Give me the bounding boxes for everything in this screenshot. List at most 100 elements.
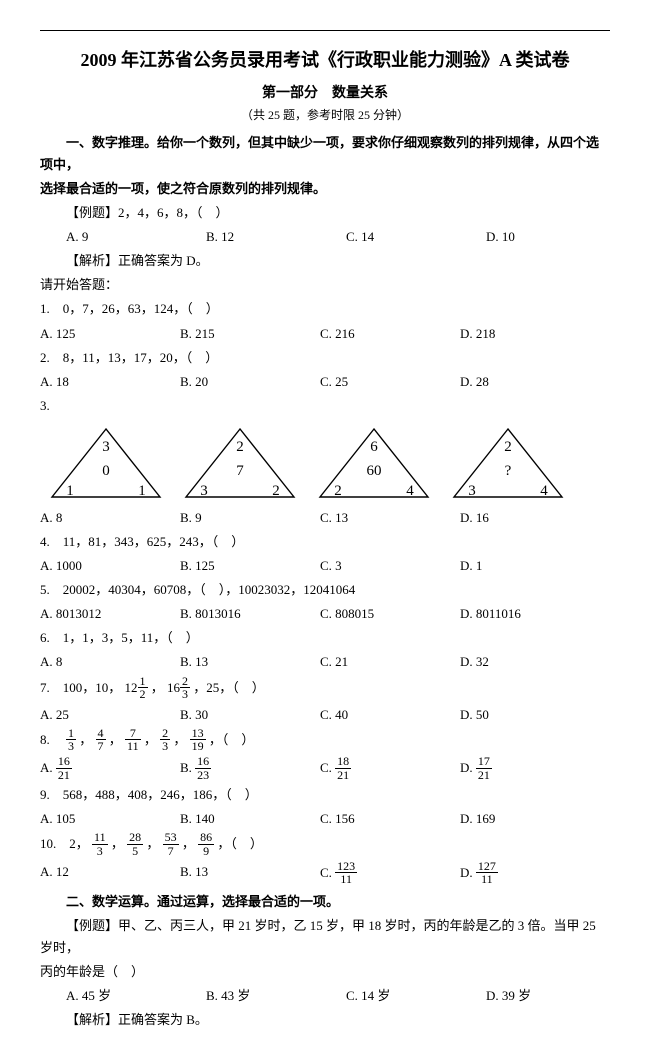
choice-c: C. 156 (320, 808, 460, 830)
choice-d: D. 39 岁 (486, 985, 626, 1007)
q10-f1: 113 (92, 831, 108, 857)
svg-text:4: 4 (406, 483, 414, 499)
example-1-choices: A. 9 B. 12 C. 14 D. 10 (40, 226, 610, 248)
choice-a: A. 18 (40, 371, 180, 393)
choice-c: C. 12311 (320, 861, 460, 887)
triangle-1: 3011 (46, 423, 166, 503)
sep: ， (173, 732, 186, 747)
den: 7 (96, 740, 106, 753)
choice-b: B. 12 (206, 226, 346, 248)
section-head: 第一部分 数量关系 (40, 82, 610, 106)
example-2-line2: 丙的年龄是（ ） (40, 961, 610, 983)
num: 28 (127, 831, 143, 845)
sep: ， (151, 680, 164, 695)
choice-a: A. 45 岁 (66, 985, 206, 1007)
svg-text:3: 3 (102, 439, 110, 455)
num: 4 (96, 727, 106, 741)
choice-c: C. 13 (320, 507, 460, 529)
choice-c: C. 21 (320, 651, 460, 673)
num: 16 (56, 755, 72, 769)
choice-b: B. 20 (180, 371, 320, 393)
den: 3 (92, 845, 108, 858)
label: C. (320, 865, 332, 880)
choice-a: A. 125 (40, 323, 180, 345)
svg-text:2: 2 (236, 439, 244, 455)
choice-a: A. 1000 (40, 555, 180, 577)
sep: ， (144, 732, 157, 747)
svg-text:0: 0 (102, 463, 110, 479)
whole: 12 (125, 680, 138, 695)
den: 7 (163, 845, 179, 858)
sep: ， (182, 836, 195, 851)
q8-f2: 47 (96, 727, 106, 753)
den: 19 (190, 740, 206, 753)
q1-stem: 1. 0，7，26，63，124，（ ） (40, 298, 610, 320)
q10-f3: 537 (163, 831, 179, 857)
q7-choices: A. 25 B. 30 C. 40 D. 50 (40, 704, 610, 726)
q3-choices: A. 8 B. 9 C. 13 D. 16 (40, 507, 610, 529)
choice-b: B. 13 (180, 861, 320, 887)
num: 17 (476, 755, 492, 769)
svg-text:3: 3 (200, 483, 208, 499)
q4-stem: 4. 11，81，343，625，243，（ ） (40, 531, 610, 553)
begin-prompt: 请开始答题： (40, 274, 610, 296)
num: 2 (160, 727, 170, 741)
den: 21 (56, 769, 72, 782)
q10-stem: 10. 2， 113 ， 285 ， 537 ， 869 ，（ ） (40, 832, 610, 858)
num: 1 (66, 727, 76, 741)
choice-c: C. 14 (346, 226, 486, 248)
svg-text:7: 7 (236, 463, 244, 479)
triangle-figures: 3011 2732 66024 2?34 (46, 423, 610, 503)
label: D. (460, 760, 473, 775)
choice-d: D. 169 (460, 808, 600, 830)
q10-choices: A. 12 B. 13 C. 12311 D. 12711 (40, 861, 610, 887)
choice-a: A. 105 (40, 808, 180, 830)
sep: ， (109, 732, 122, 747)
den: 23 (195, 769, 211, 782)
sep: ， (111, 836, 124, 851)
den: 11 (335, 873, 357, 886)
q8-f5: 1319 (190, 727, 206, 753)
den: 5 (127, 845, 143, 858)
choice-a: A. 1621 (40, 756, 180, 782)
num: 13 (190, 727, 206, 741)
choice-a: A. 12 (40, 861, 180, 887)
q8-f1: 13 (66, 727, 76, 753)
header-rule (40, 30, 610, 31)
svg-text:6: 6 (370, 439, 378, 455)
q6-stem: 6. 1，1，3，5，11，（ ） (40, 627, 610, 649)
den: 3 (160, 740, 170, 753)
svg-text:?: ? (505, 463, 512, 479)
q8-f4: 23 (160, 727, 170, 753)
svg-text:60: 60 (367, 463, 382, 479)
sep: ， (146, 836, 159, 851)
den: 9 (198, 845, 214, 858)
num: 18 (335, 755, 351, 769)
choice-d: D. 10 (486, 226, 626, 248)
choice-b: B. 8013016 (180, 603, 320, 625)
choice-d: D. 1721 (460, 756, 600, 782)
choice-c: C. 216 (320, 323, 460, 345)
q7-pre: 7. 100，10， (40, 680, 121, 695)
choice-d: D. 8011016 (460, 603, 600, 625)
choice-a: A. 9 (66, 226, 206, 248)
svg-text:4: 4 (540, 483, 548, 499)
whole: 16 (167, 680, 180, 695)
sep: ， (79, 732, 92, 747)
choice-d: D. 12711 (460, 861, 600, 887)
q9-stem: 9. 568，488，408，246，186，（ ） (40, 784, 610, 806)
choice-c: C. 14 岁 (346, 985, 486, 1007)
choice-b: B. 215 (180, 323, 320, 345)
q7-frac-1: 1212 (125, 680, 148, 695)
example-2-answer: 【解析】正确答案为 B。 (40, 1009, 610, 1031)
num: 11 (92, 831, 108, 845)
den: 21 (476, 769, 492, 782)
den: 3 (180, 688, 190, 701)
q10-pre: 10. 2， (40, 836, 89, 851)
choice-c: C. 25 (320, 371, 460, 393)
intro-line-1: 一、数字推理。给你一个数列，但其中缺少一项，要求你仔细观察数列的排列规律，从四个… (40, 132, 610, 176)
q5-choices: A. 8013012 B. 8013016 C. 808015 D. 80110… (40, 603, 610, 625)
choice-b: B. 9 (180, 507, 320, 529)
q2-stem: 2. 8，11，13，17，20，（ ） (40, 347, 610, 369)
num: 86 (198, 831, 214, 845)
